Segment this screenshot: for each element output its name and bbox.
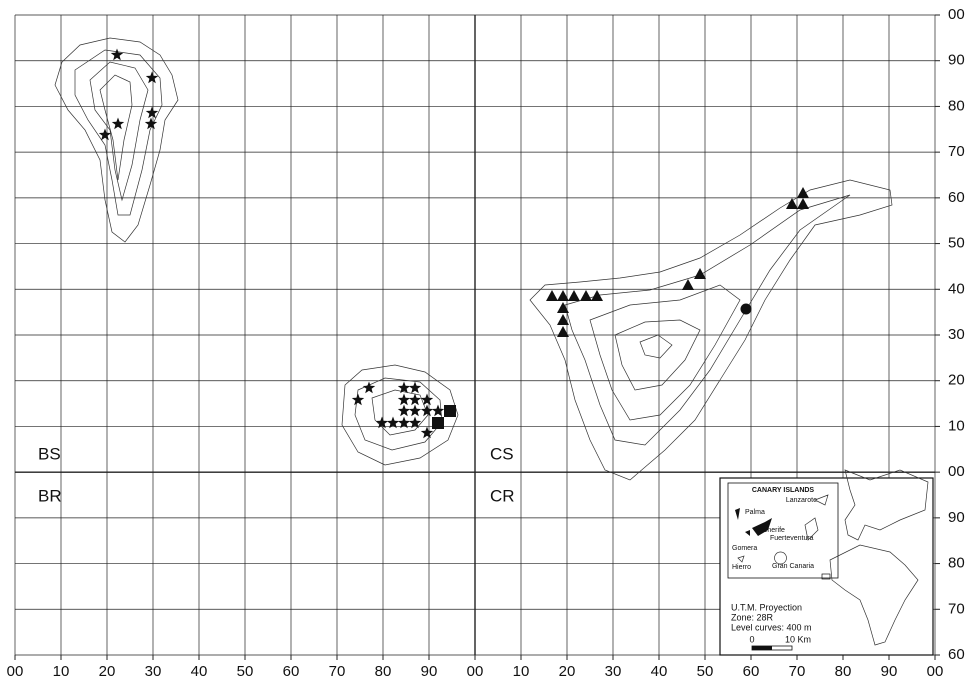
island-label: Lanzarote — [786, 497, 817, 504]
star-marker — [420, 426, 434, 439]
x-tick-label: 60 — [743, 663, 760, 680]
x-tick-label: 20 — [559, 663, 576, 680]
scale-label: 0 — [749, 634, 754, 644]
triangle-marker — [557, 302, 569, 313]
x-tick-label: 60 — [283, 663, 300, 680]
zone-label: CR — [490, 486, 515, 505]
x-tick-label: 10 — [513, 663, 530, 680]
tenerife — [529, 179, 893, 481]
y-tick-label: 00 — [948, 6, 965, 23]
y-tick-label: 70 — [948, 600, 965, 617]
x-tick-label: 90 — [421, 663, 438, 680]
x-tick-label: 80 — [835, 663, 852, 680]
x-tick-label: 20 — [99, 663, 116, 680]
triangle-marker — [591, 290, 603, 301]
star-marker — [145, 71, 159, 84]
triangle-marker — [797, 198, 809, 209]
star-marker — [420, 393, 434, 406]
x-tick-label: 00 — [927, 663, 944, 680]
star-marker — [111, 117, 125, 130]
x-tick-label: 00 — [467, 663, 484, 680]
star-marker — [110, 48, 124, 61]
y-tick-label: 50 — [948, 235, 965, 252]
triangle-marker — [580, 290, 592, 301]
star-marker — [397, 404, 411, 417]
star-marker — [397, 416, 411, 429]
triangle-marker — [557, 314, 569, 325]
island-label: Hierro — [732, 564, 751, 571]
y-tick-label: 20 — [948, 372, 965, 389]
y-tick-label: 00 — [948, 463, 965, 480]
la-palma — [54, 37, 179, 243]
star-marker — [408, 393, 422, 406]
x-tick-label: 50 — [237, 663, 254, 680]
x-tick-label: 10 — [53, 663, 70, 680]
x-tick-label: 30 — [145, 663, 162, 680]
x-tick-label: 40 — [191, 663, 208, 680]
inset: CANARY ISLANDS Lanzarote Palma Tenerife … — [719, 469, 934, 656]
x-tick-label: 80 — [375, 663, 392, 680]
y-tick-label: 90 — [948, 52, 965, 69]
x-tick-label: 70 — [789, 663, 806, 680]
y-tick-label: 80 — [948, 555, 965, 572]
triangle-marker — [694, 268, 706, 279]
triangle-marker — [557, 326, 569, 337]
x-tick-label: 40 — [651, 663, 668, 680]
island-label: Gomera — [732, 545, 757, 552]
x-tick-label: 00 — [7, 663, 24, 680]
star-marker — [408, 416, 422, 429]
star-marker — [397, 381, 411, 394]
zone-label: BS — [38, 444, 61, 463]
star-marker — [408, 381, 422, 394]
star-marker — [351, 393, 365, 406]
y-tick-label: 70 — [948, 143, 965, 160]
la-gomera — [341, 364, 459, 466]
zone-label: CS — [490, 444, 514, 463]
x-tick-label: 90 — [881, 663, 898, 680]
triangle-marker — [786, 198, 798, 209]
y-tick-label: 60 — [948, 189, 965, 206]
triangle-marker — [557, 290, 569, 301]
markers — [98, 48, 809, 439]
y-tick-label: 40 — [948, 280, 965, 297]
star-marker — [408, 404, 422, 417]
x-tick-label: 30 — [605, 663, 622, 680]
zone: Zone: 28R — [731, 612, 774, 622]
square-marker — [444, 405, 456, 417]
square-marker — [432, 417, 444, 429]
y-tick-label: 10 — [948, 417, 965, 434]
inset-title: CANARY ISLANDS — [752, 487, 815, 494]
y-tick-label: 90 — [948, 509, 965, 526]
star-marker — [98, 128, 112, 141]
star-marker — [431, 404, 445, 417]
zone-label: BR — [38, 486, 62, 505]
island-label: Gran Canaria — [772, 563, 814, 570]
x-tick-label: 50 — [697, 663, 714, 680]
y-tick-label: 80 — [948, 97, 965, 114]
star-marker — [397, 393, 411, 406]
island-label: Palma — [745, 509, 765, 516]
circle-marker — [740, 303, 752, 315]
y-tick-label: 60 — [948, 646, 965, 663]
triangle-marker — [546, 290, 558, 301]
x-tick-label: 70 — [329, 663, 346, 680]
projection: U.T.M. Proyection — [731, 602, 802, 612]
level-curves: Level curves: 400 m — [731, 622, 812, 632]
star-marker — [145, 106, 159, 119]
star-marker — [362, 381, 376, 394]
star-marker — [420, 404, 434, 417]
triangle-marker — [568, 290, 580, 301]
y-tick-label: 30 — [948, 326, 965, 343]
triangle-marker — [682, 279, 694, 290]
star-marker — [386, 416, 400, 429]
star-marker — [144, 117, 158, 130]
star-marker — [375, 416, 389, 429]
triangle-marker — [797, 187, 809, 198]
scale-label: 10 Km — [785, 634, 811, 644]
island-label: Fuerteventura — [770, 535, 814, 542]
island-label: Tenerife — [760, 527, 785, 534]
inset-sub-frame — [727, 482, 839, 579]
